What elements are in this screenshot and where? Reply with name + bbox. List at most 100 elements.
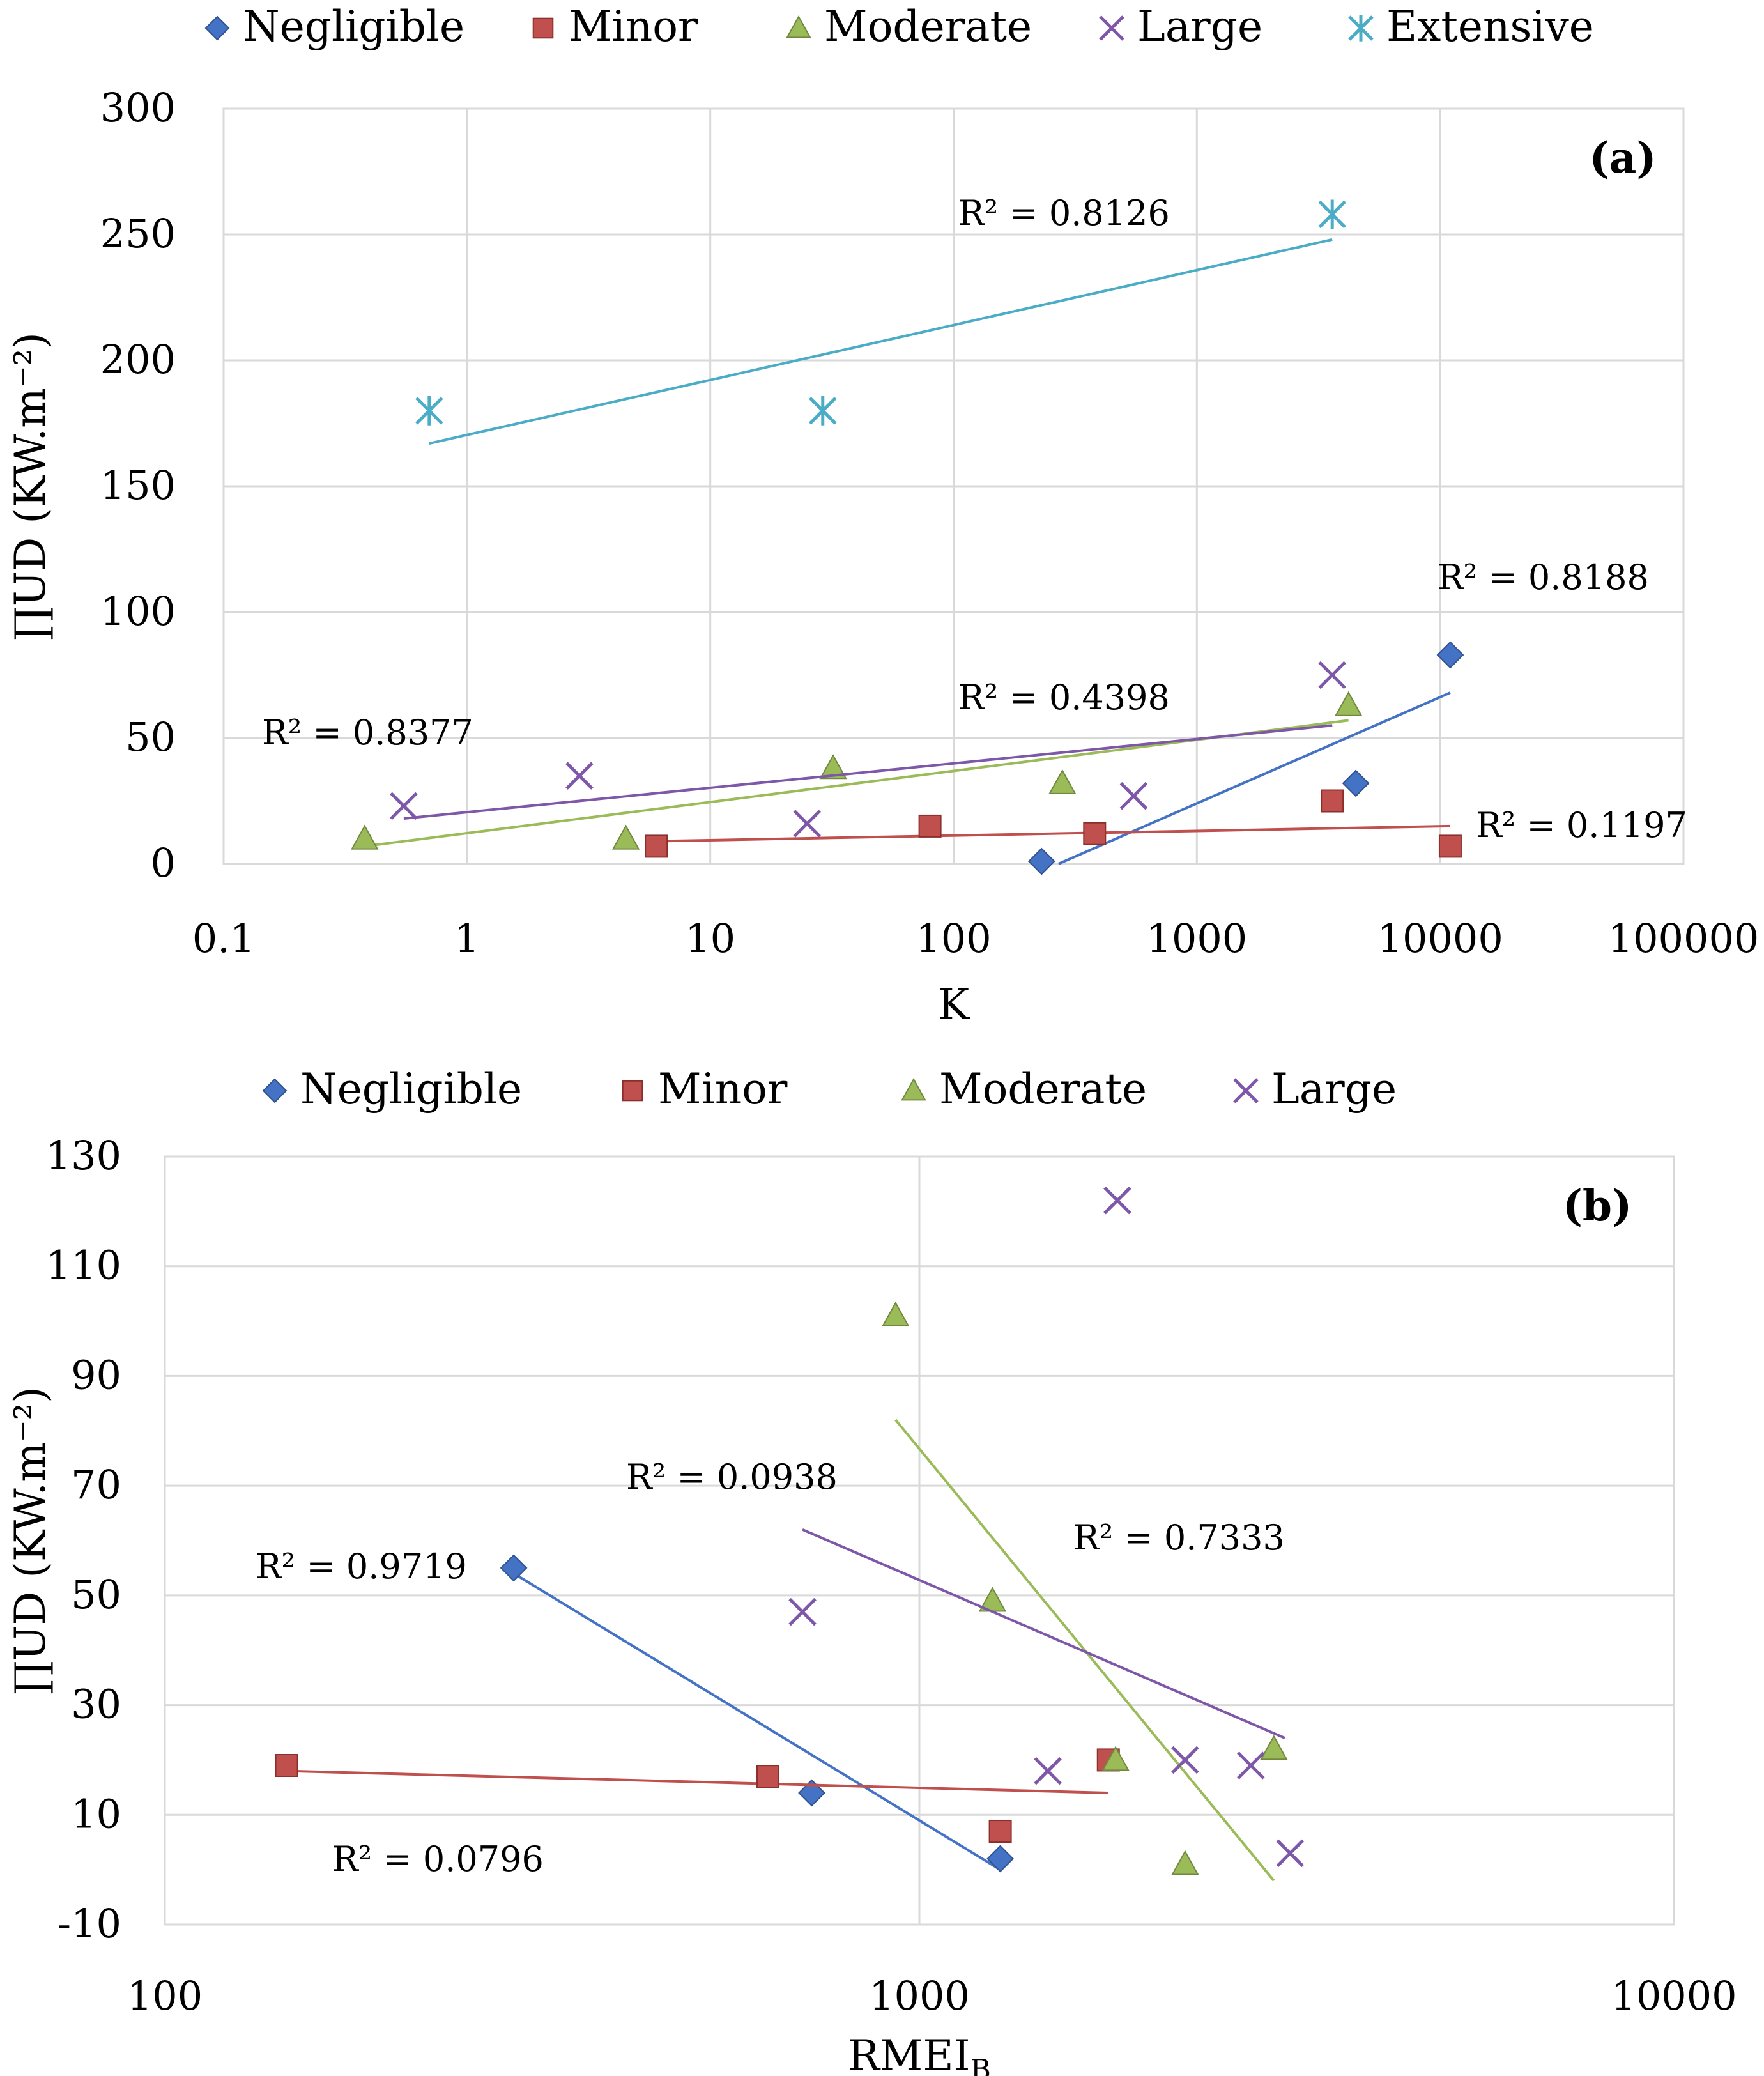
y-tick-label: 200	[100, 336, 176, 383]
data-point-moderate	[1101, 1746, 1130, 1771]
data-point-negligible	[1027, 847, 1055, 875]
y-tick-label: 50	[125, 714, 176, 760]
legend-label-negligible: Negligible	[243, 2, 464, 51]
x-tick-label: 100	[916, 915, 991, 962]
y-tick-label: 130	[46, 1132, 121, 1179]
x-tick-label: 10000	[1377, 915, 1503, 962]
data-point-moderate	[1260, 1735, 1288, 1760]
legend-label-large: Large	[1271, 1065, 1397, 1114]
data-point-negligible	[1342, 769, 1370, 797]
plot-area	[222, 107, 1685, 865]
x-tick-label: 0.1	[192, 915, 256, 962]
y-tick-label: 150	[100, 462, 176, 509]
y-tick-label: 300	[100, 84, 176, 131]
data-point-negligible	[1436, 641, 1464, 669]
r2-label-negligible: R² = 0.8188	[1438, 557, 1649, 597]
legend-marker-moderate	[901, 1077, 926, 1101]
legend-marker-moderate	[786, 15, 811, 38]
y-tick-label: 10	[71, 1790, 121, 1837]
x-tick-label: 1	[454, 915, 479, 962]
legend-marker-minor	[532, 17, 554, 39]
chart-panel-b: 100 1000 10000 -10 10 30 50 70 90 110 130 RMEIB ∏UD …	[6, 1065, 1737, 2076]
data-point-large	[1237, 1751, 1265, 1780]
y-tick-label: 30	[71, 1681, 121, 1728]
x-tick-label: 100000	[1608, 915, 1760, 962]
y-tick-label: 0	[151, 840, 176, 886]
x-axis-label-subscript: B	[970, 2054, 991, 2076]
x-axis-label: RMEIB	[848, 2031, 991, 2076]
legend-marker-minor	[622, 1080, 643, 1102]
r2-label-extensive: R² = 0.8126	[958, 193, 1170, 233]
panel-label: (a)	[1589, 133, 1656, 183]
y-tick-label: 50	[71, 1571, 121, 1618]
trendline-negligible	[513, 1572, 1001, 1871]
r2-label-minor: R² = 0.0796	[332, 1839, 544, 1879]
series-negligible: R² = 0.9719	[256, 1546, 1015, 1873]
data-point-negligible	[798, 1779, 825, 1807]
data-point-large	[1276, 1839, 1305, 1868]
legend-marker-negligible	[262, 1078, 288, 1103]
data-point-extensive	[808, 396, 837, 426]
data-point-large	[1171, 1746, 1199, 1774]
r2-label-minor: R² = 0.1197	[1476, 805, 1687, 845]
trendline-large	[403, 724, 1333, 820]
data-point-negligible	[500, 1554, 528, 1582]
x-tick-label: 10	[685, 915, 735, 962]
x-axis-label: K	[938, 980, 970, 1029]
y-tick-label: 90	[71, 1351, 121, 1398]
data-point-minor	[275, 1754, 298, 1778]
data-point-minor	[1083, 822, 1107, 845]
r2-label-large: R² = 0.0938	[626, 1457, 838, 1497]
legend-marker-extensive	[1348, 15, 1374, 42]
y-tick-label: -10	[58, 1900, 121, 1947]
trendline-large	[802, 1528, 1285, 1739]
data-point-moderate	[1334, 691, 1363, 716]
data-point-minor	[756, 1765, 780, 1788]
chart-panel-a: 0.1 1 10 100 1000 10000 100000 0 50 100 150 200 250 3…	[6, 2, 1759, 1029]
data-point-large	[1103, 1186, 1131, 1215]
trendline-extensive	[429, 238, 1333, 445]
y-tick-label: 100	[100, 588, 176, 634]
x-tick-label: 1000	[869, 1972, 970, 2019]
x-tick-label: 10000	[1611, 1972, 1737, 2019]
r2-label-negligible: R² = 0.9719	[256, 1546, 467, 1587]
y-axis-label: ∏UD (KW.m⁻²)	[6, 1387, 55, 1695]
r2-label-moderate: R² = 0.7333	[1073, 1518, 1285, 1558]
series-negligible: R² = 0.8188	[1027, 557, 1649, 875]
data-point-moderate	[1048, 769, 1077, 794]
data-point-large	[390, 792, 418, 820]
gridlines	[164, 1155, 1675, 1926]
data-point-moderate	[1171, 1850, 1199, 1875]
r2-label-large: R² = 0.8377	[262, 712, 473, 753]
x-tick-label: 1000	[1146, 915, 1247, 962]
r2-label-moderate: R² = 0.4398	[958, 677, 1170, 718]
data-point-moderate	[819, 754, 847, 780]
trendline-negligible	[1057, 691, 1451, 865]
data-point-minor	[1438, 834, 1462, 858]
data-point-large	[1318, 661, 1346, 689]
data-point-minor	[988, 1820, 1012, 1843]
data-point-minor	[918, 814, 942, 838]
data-point-moderate	[882, 1301, 910, 1326]
series-extensive: R² = 0.8126	[415, 193, 1346, 445]
series-minor: R² = 0.1197	[645, 789, 1687, 858]
legend: Negligible Minor Moderate Large	[262, 1065, 1397, 1114]
x-tick-label: 100	[127, 1972, 203, 2019]
trendline-minor	[286, 1769, 1108, 1794]
legend-label-minor: Minor	[569, 2, 698, 51]
series-large: R² = 0.0938	[626, 1186, 1305, 1868]
y-tick-label: 110	[46, 1242, 121, 1289]
data-point-extensive	[415, 396, 443, 426]
data-point-large	[565, 762, 594, 790]
y-tick-label: 250	[100, 210, 176, 257]
data-point-large	[1034, 1757, 1062, 1785]
data-point-moderate	[611, 824, 640, 850]
legend: Negligible Minor Moderate Large Extensive	[204, 2, 1594, 51]
data-point-large	[788, 1597, 817, 1626]
legend-label-moderate: Moderate	[824, 2, 1032, 51]
legend-label-negligible: Negligible	[300, 1065, 522, 1114]
y-tick-label: 70	[71, 1461, 121, 1508]
data-point-minor	[645, 834, 668, 858]
legend-label-moderate: Moderate	[939, 1065, 1147, 1114]
